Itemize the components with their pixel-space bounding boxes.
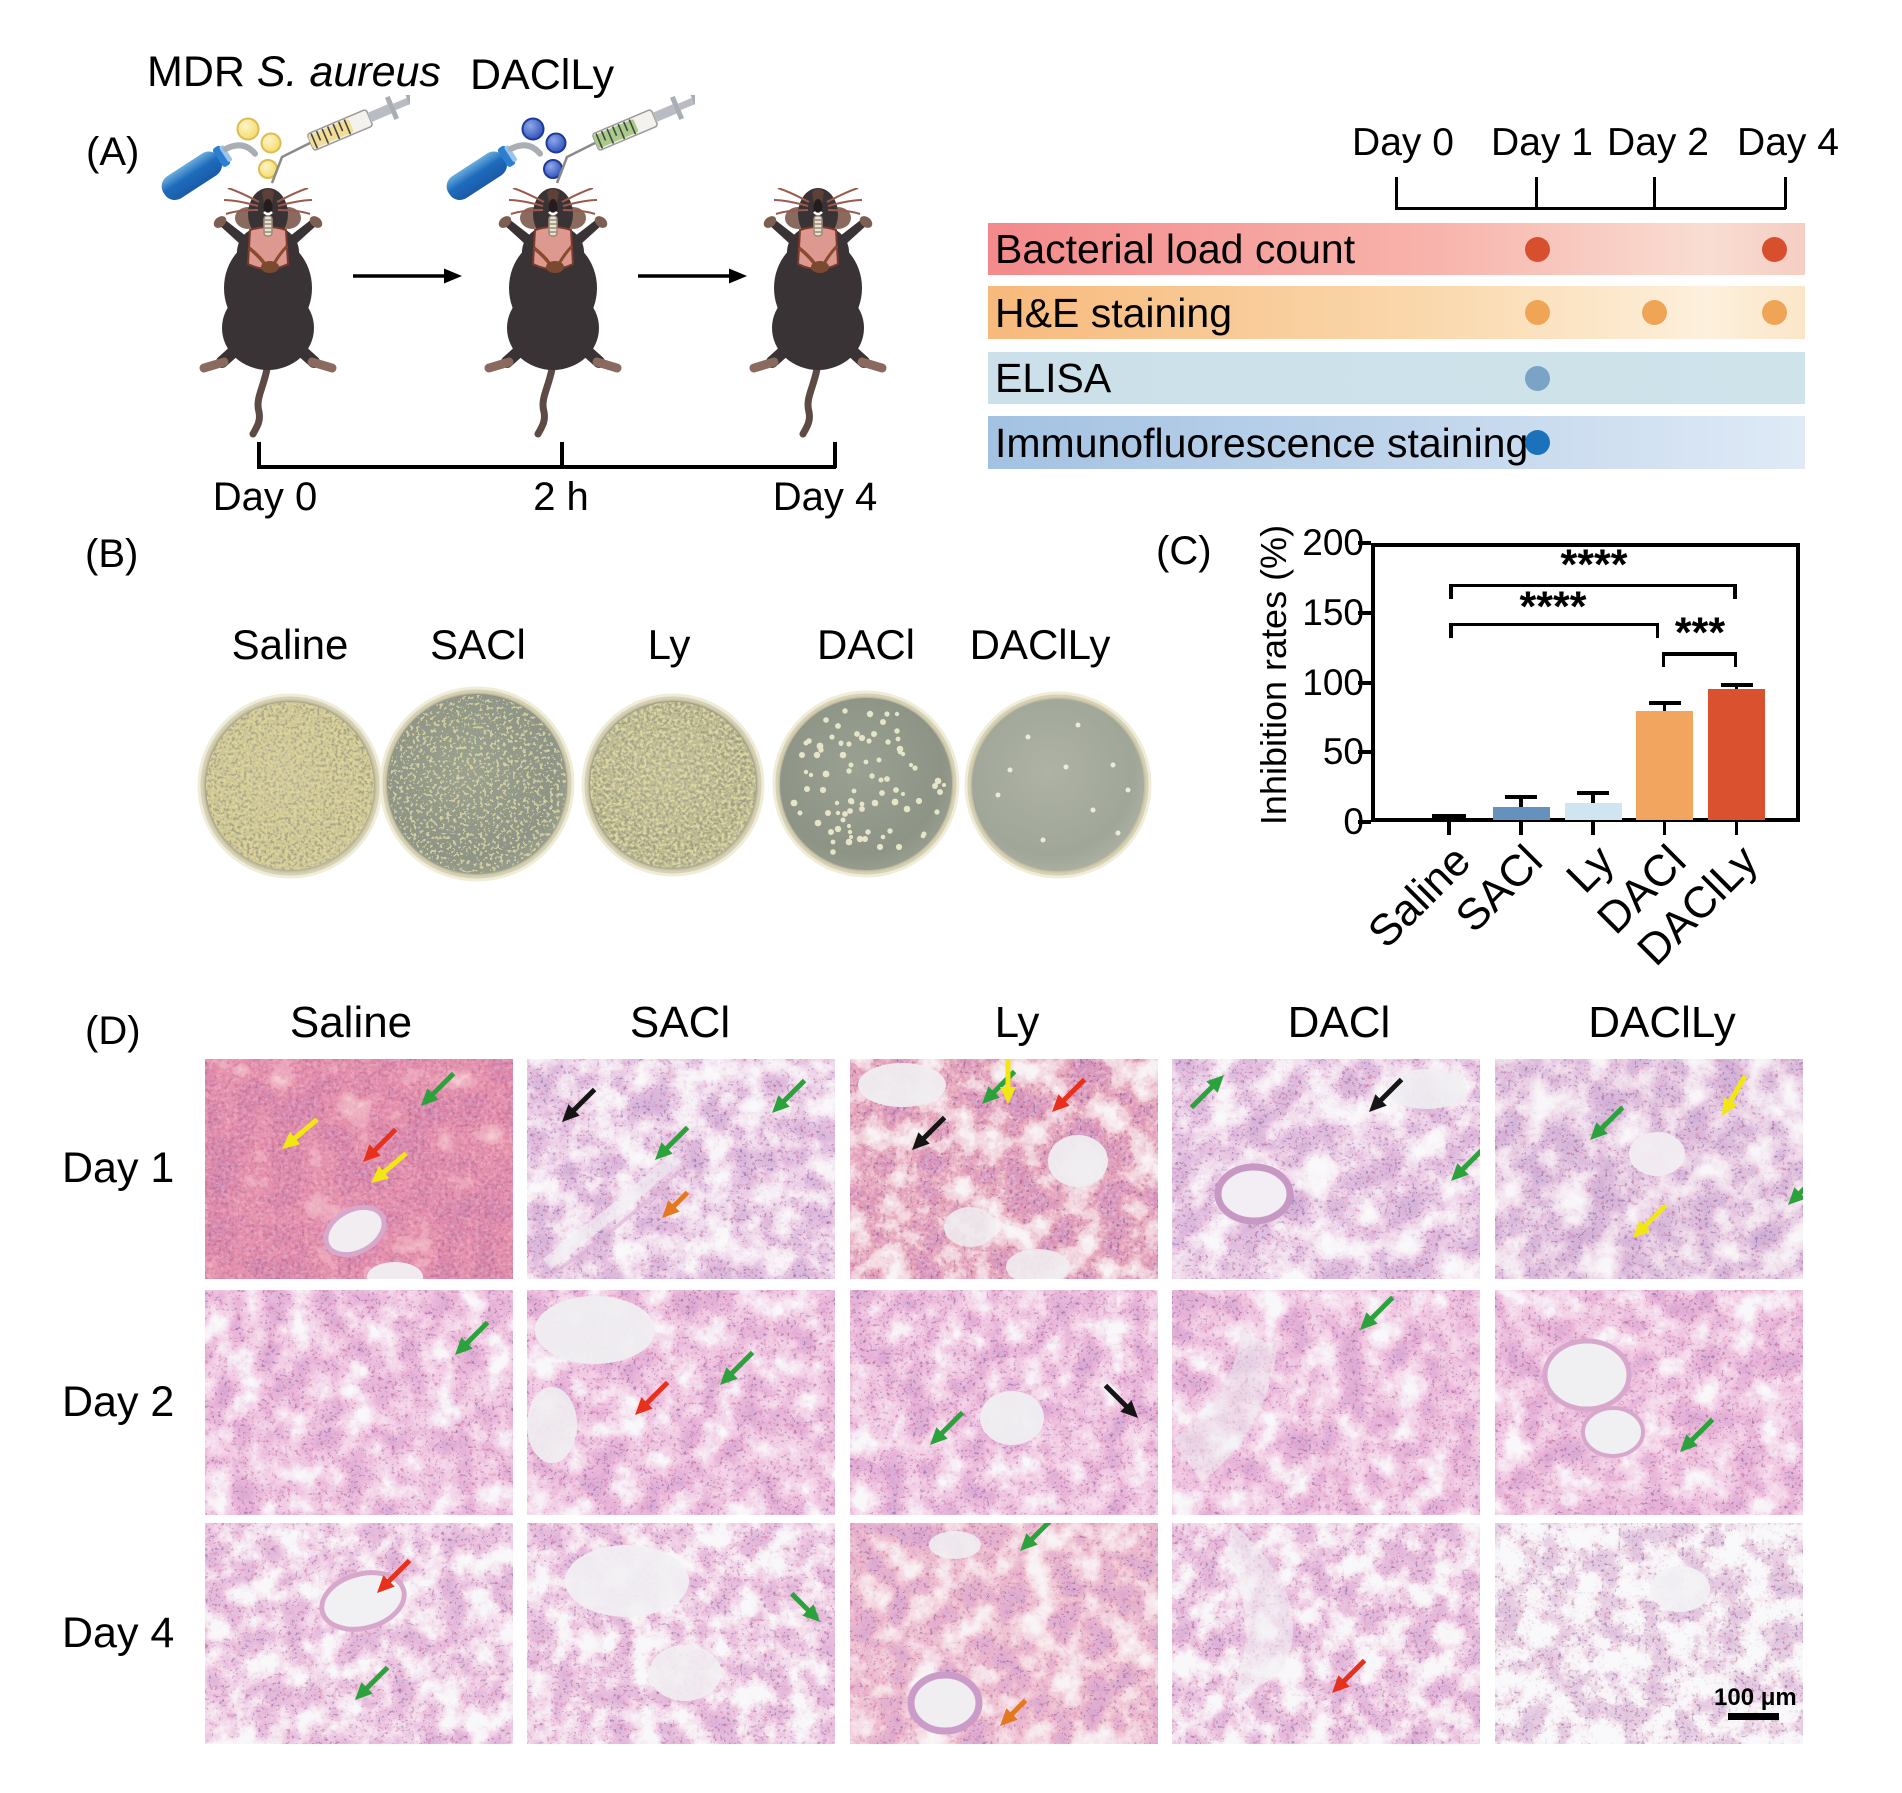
svg-text:100 μm: 100 μm <box>1714 1684 1797 1711</box>
